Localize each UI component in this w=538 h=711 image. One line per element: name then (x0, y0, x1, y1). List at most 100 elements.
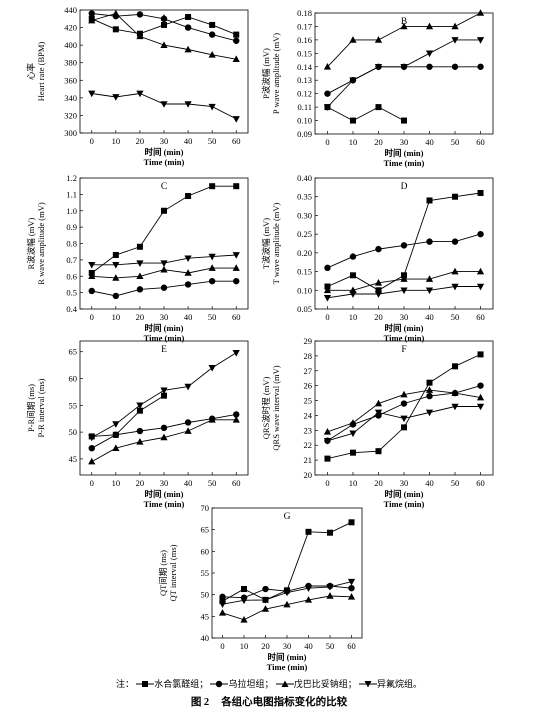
data-point-triangle (240, 616, 248, 623)
x-tick-label: 40 (304, 641, 313, 651)
x-tick-label: 20 (136, 136, 145, 146)
series-line-square (91, 395, 165, 437)
data-point-triangle (326, 592, 334, 599)
x-tick-label: 0 (220, 641, 224, 651)
data-point-triangle (476, 9, 485, 16)
chart-panel-d: 0 10 20 30 40 50 60 0.05 0.10 0.15 0.20 0.25 0.30 0.3… (261, 173, 494, 343)
data-point-triangle-down (425, 287, 434, 295)
data-point-triangle-down (232, 349, 240, 357)
data-point-triangle (323, 62, 332, 70)
data-point-circle (451, 63, 459, 70)
data-point-square (209, 183, 216, 190)
legend-triangle-icon (275, 680, 294, 687)
y-tick-label: 23 (304, 425, 313, 435)
data-point-circle (233, 37, 240, 44)
data-point-square (349, 272, 356, 279)
y-tick-label: 45 (69, 454, 78, 464)
chart-panel-g: 0 10 20 30 40 50 60 40 45 50 55 60 65 70 G 时间 (min)Time… (158, 503, 363, 672)
y-axis-label-cn: T波波幅 (mV) (261, 218, 271, 269)
y-tick-label: 50 (69, 427, 78, 437)
x-tick-label: 60 (232, 312, 241, 322)
data-point-square (241, 586, 247, 593)
data-point-circle (349, 253, 357, 260)
data-point-circle (112, 431, 120, 438)
data-point-triangle-down (88, 90, 96, 98)
y-tick-label: 1.2 (66, 173, 77, 183)
y-tick-label: 50 (201, 590, 210, 600)
data-point-square (477, 351, 484, 358)
chart-panel-f: 0 10 20 30 40 50 60 20 21 22 23 24 25 26 27 28 29 F 时间 (mi… (261, 336, 494, 509)
data-point-circle (88, 445, 95, 452)
x-tick-label: 20 (136, 312, 145, 322)
x-tick-label: 30 (400, 312, 409, 322)
x-tick-label: 10 (240, 641, 249, 651)
y-tick-label: 20 (304, 470, 313, 480)
data-point-square (233, 31, 240, 38)
data-point-circle (400, 242, 408, 249)
data-point-triangle (136, 437, 144, 445)
data-point-triangle (112, 274, 120, 281)
data-point-triangle-down (160, 387, 168, 395)
x-tick-label: 30 (160, 478, 169, 488)
data-point-triangle (400, 275, 408, 282)
y-tick-label: 0.15 (297, 48, 312, 58)
x-tick-label: 50 (208, 312, 217, 322)
data-point-triangle-down (112, 421, 120, 428)
data-point-square (136, 407, 143, 414)
data-point-square (219, 598, 226, 605)
data-point-triangle (136, 32, 144, 40)
data-point-circle (112, 292, 120, 300)
chart-panel-b: 0 10 20 30 40 50 60 0.09 0.10 0.11 0.12 0.13 0.14 0.1… (261, 8, 494, 168)
x-tick-label: 20 (374, 312, 383, 322)
data-point-triangle-down (400, 287, 408, 295)
y-tick-label: 0.14 (297, 62, 313, 72)
legend: 注： 水合氯醛组； 乌拉坦组； 戊巴比妥钠组； 异氟烷组。 (0, 677, 538, 690)
data-point-triangle-down (326, 584, 334, 591)
data-point-circle (160, 284, 168, 291)
data-point-circle (426, 238, 433, 245)
data-point-triangle (400, 22, 408, 30)
y-axis-label-en: QRS wave interval (mV) (271, 365, 281, 450)
y-axis-label-cn: QT间期 (ms) (158, 550, 168, 596)
y-tick-label: 0.30 (297, 210, 312, 220)
x-tick-label: 60 (232, 478, 241, 488)
panel-label: E (161, 345, 167, 355)
data-point-triangle (218, 609, 227, 616)
data-point-triangle (304, 596, 313, 603)
data-point-triangle-down (184, 101, 192, 108)
caption-number: 图 2 (190, 697, 210, 708)
x-axis-label-en: Time (min) (144, 157, 185, 167)
y-axis-label-cn: QRS波时程 (mV) (261, 377, 271, 440)
y-tick-label: 0.7 (66, 255, 77, 265)
x-tick-label: 50 (451, 137, 460, 147)
legend-triangle-down-icon (359, 680, 378, 687)
data-point-square (477, 189, 484, 196)
figure-caption: 图 2 各组心电图指标变化的比较 (0, 694, 538, 709)
data-point-triangle-down (304, 585, 313, 592)
y-axis-label-en: R wave amplitude (mV) (36, 202, 46, 285)
data-point-triangle-down (425, 409, 434, 417)
data-point-triangle-down (323, 104, 332, 111)
y-tick-label: 26 (304, 381, 313, 391)
data-point-triangle-down (136, 260, 144, 267)
y-tick-label: 70 (201, 503, 210, 513)
data-point-circle (348, 584, 355, 592)
data-point-square (136, 243, 143, 250)
data-point-triangle-down (283, 589, 291, 597)
y-tick-label: 0.4 (66, 304, 77, 314)
data-point-circle (400, 400, 408, 407)
data-point-triangle-down (349, 291, 357, 298)
data-point-square (349, 449, 356, 456)
x-tick-label: 30 (160, 136, 169, 146)
data-point-triangle (261, 605, 270, 612)
y-tick-label: 0.9 (66, 222, 77, 232)
y-tick-label: 0.25 (297, 229, 312, 239)
y-axis-label-cn: 心率 (26, 63, 36, 81)
x-tick-label: 10 (349, 478, 358, 488)
data-point-triangle (232, 264, 240, 271)
x-axis-label-en: Time (min) (144, 499, 185, 509)
x-tick-label: 20 (136, 478, 145, 488)
y-tick-label: 0.40 (297, 173, 312, 183)
data-point-triangle (425, 22, 434, 30)
data-point-triangle (208, 264, 216, 271)
